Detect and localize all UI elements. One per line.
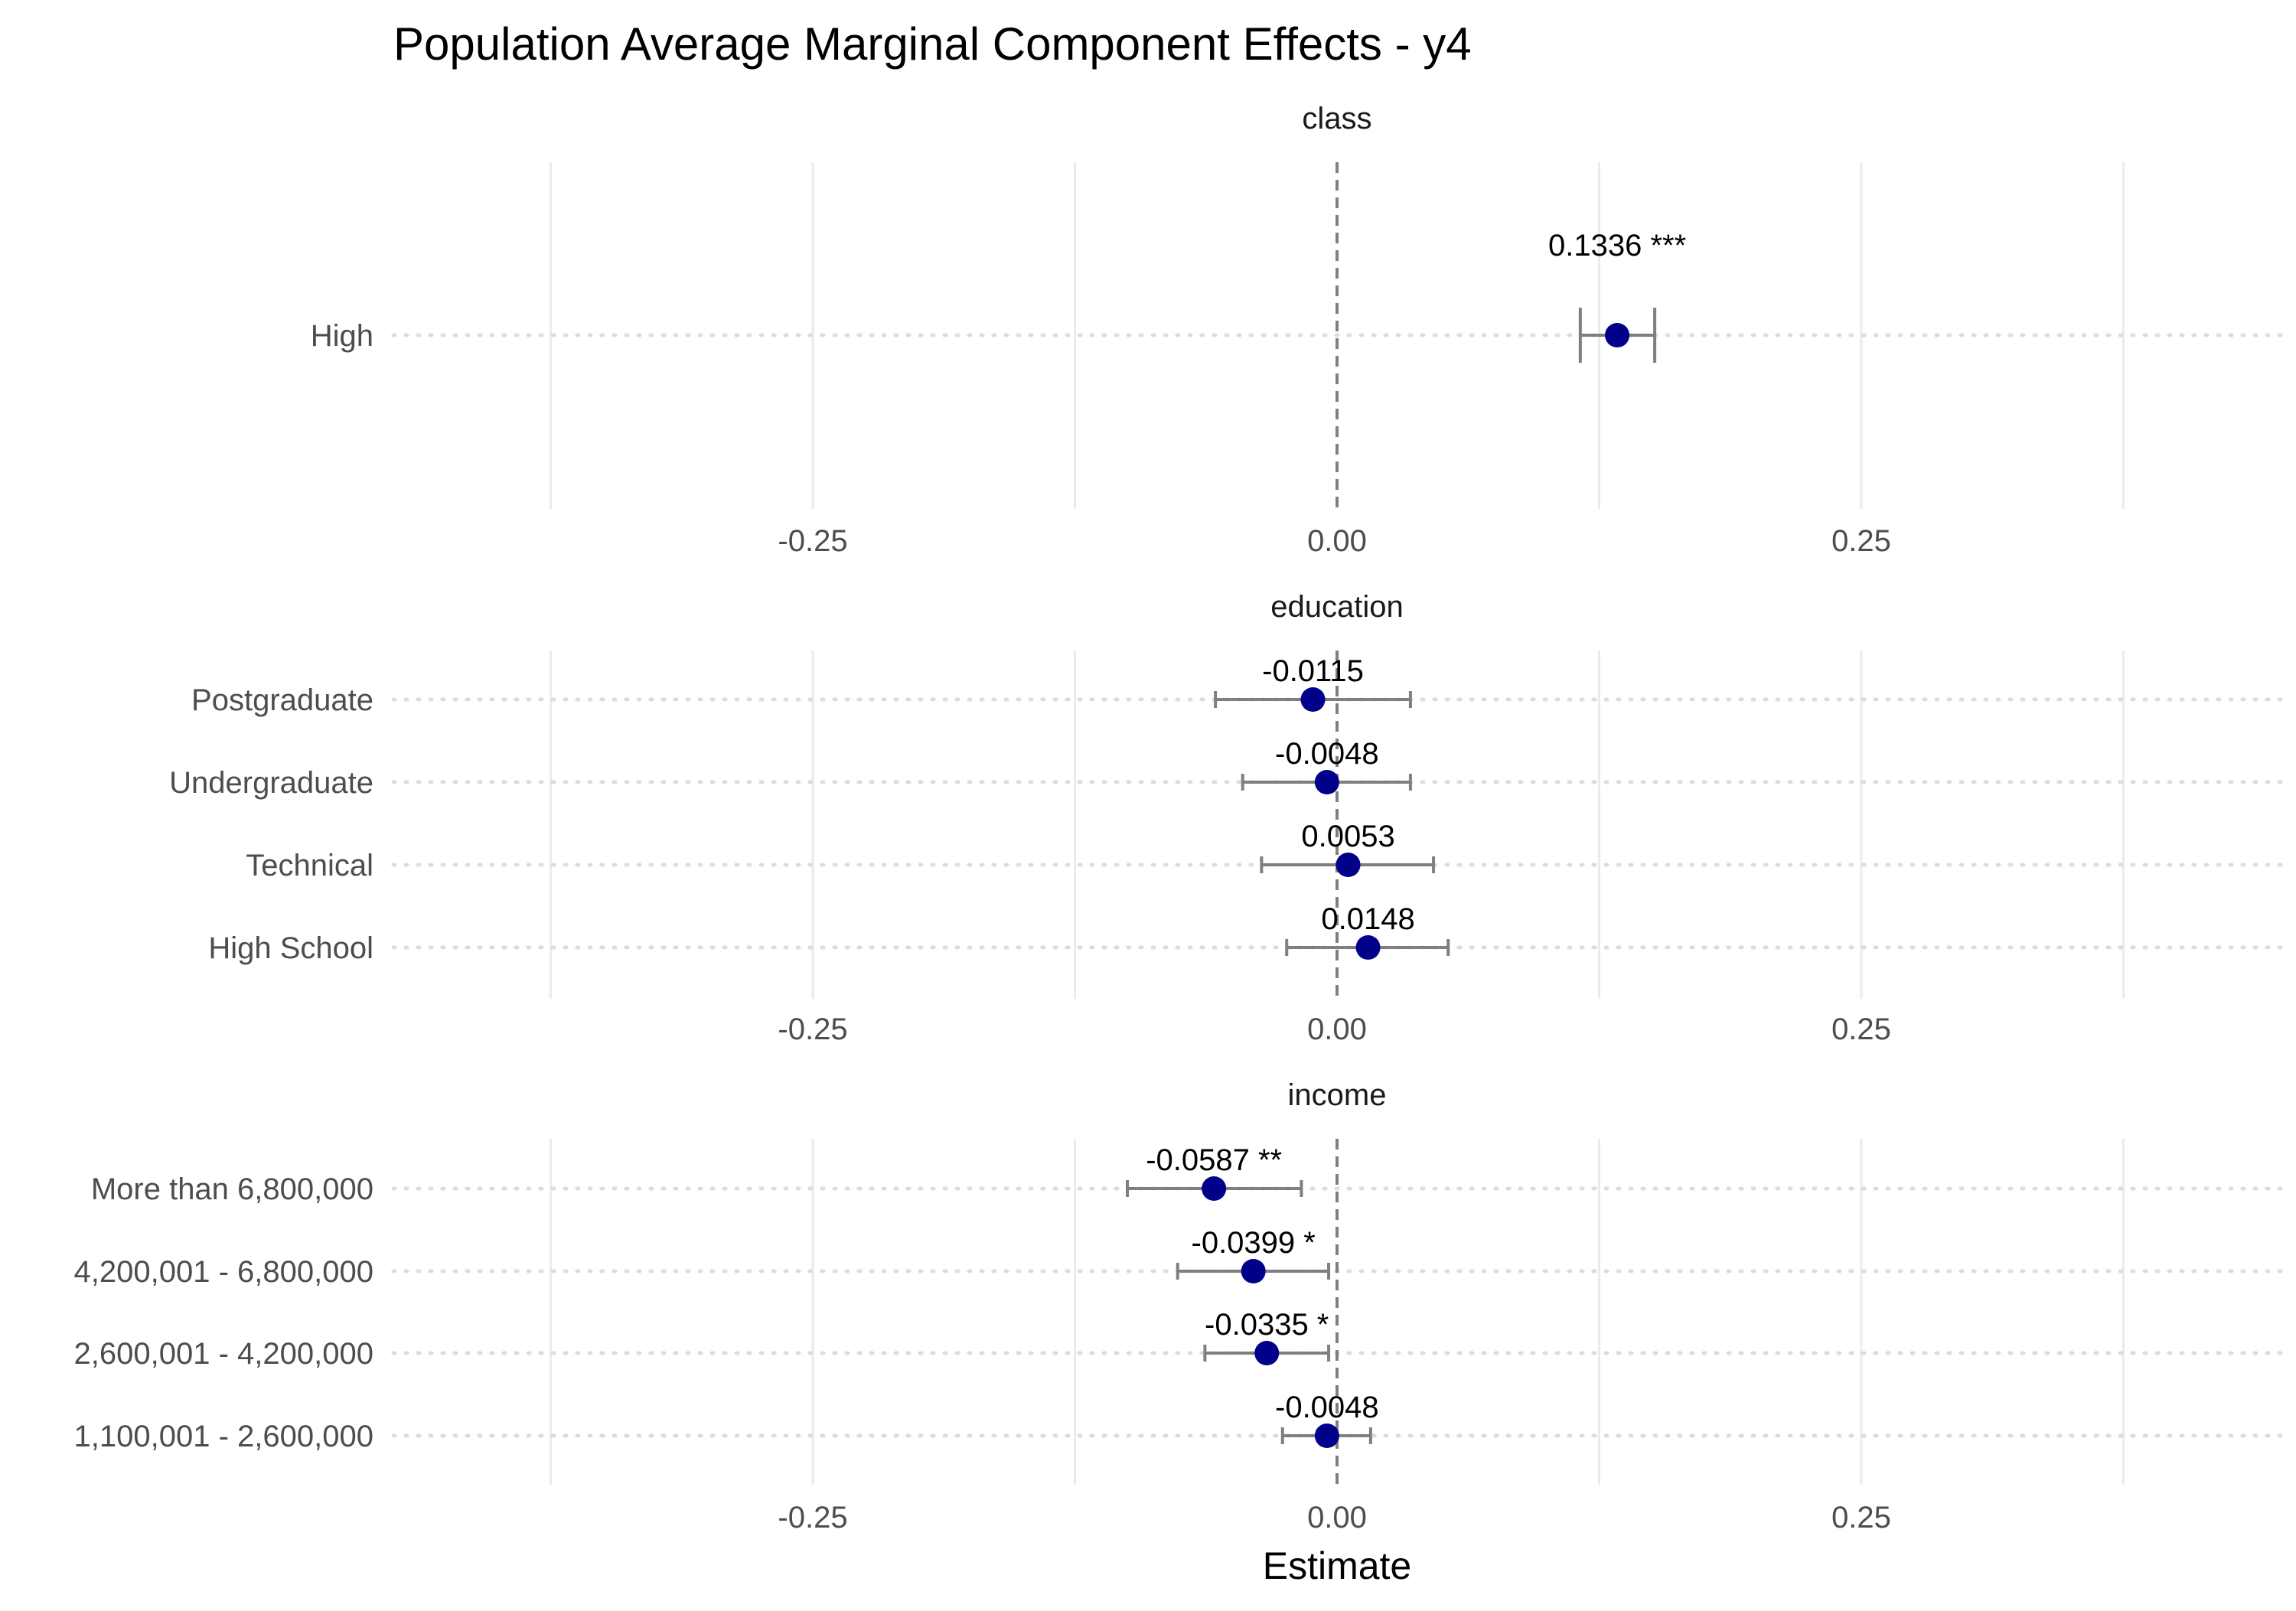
x-tick-label: 0.25 bbox=[1831, 1013, 1891, 1046]
x-tick-label: -0.25 bbox=[778, 1013, 847, 1046]
x-tick-label: 0.25 bbox=[1831, 524, 1891, 558]
estimate-label: -0.0048 bbox=[1275, 1391, 1379, 1424]
panel-education: education -0.25 0.00 0.25 Postgraduate -0.011… bbox=[169, 590, 2283, 1046]
x-tick-label: -0.25 bbox=[778, 1501, 847, 1534]
estimate-point bbox=[1241, 1259, 1266, 1283]
estimate-point bbox=[1202, 1176, 1227, 1201]
x-tick-label: 0.00 bbox=[1307, 524, 1367, 558]
x-tick-label: -0.25 bbox=[778, 524, 847, 558]
x-tick-label: 0.25 bbox=[1831, 1501, 1891, 1534]
category-label: Postgraduate bbox=[191, 683, 373, 717]
estimate-label: -0.0115 bbox=[1262, 654, 1364, 688]
panel-class: class -0.25 0.00 0.25 High 0.1336 *** bbox=[311, 102, 2283, 558]
estimate-label: -0.0048 bbox=[1275, 737, 1379, 771]
category-label: High School bbox=[208, 931, 373, 965]
estimate-label: 0.1336 *** bbox=[1548, 229, 1686, 263]
panel-strip-label: education bbox=[1270, 590, 1403, 624]
panel-strip-label: income bbox=[1288, 1078, 1387, 1112]
estimate-point bbox=[1336, 853, 1361, 877]
x-tick-label: 0.00 bbox=[1307, 1013, 1367, 1046]
estimate-point bbox=[1300, 687, 1326, 712]
estimate-point bbox=[1605, 323, 1630, 347]
category-label: 2,600,001 - 4,200,000 bbox=[74, 1337, 373, 1371]
category-label: More than 6,800,000 bbox=[91, 1172, 373, 1206]
chart-title: Population Average Marginal Component Ef… bbox=[393, 18, 1472, 70]
category-label: Undergraduate bbox=[169, 766, 373, 800]
estimate-point bbox=[1355, 935, 1381, 960]
estimate-label: -0.0399 * bbox=[1192, 1226, 1316, 1260]
category-label: Technical bbox=[246, 849, 373, 882]
panels-layer: class -0.25 0.00 0.25 High 0.1336 *** educatio… bbox=[74, 102, 2283, 1534]
estimate-point bbox=[1314, 1423, 1339, 1448]
category-label: 4,200,001 - 6,800,000 bbox=[74, 1255, 373, 1289]
category-label: High bbox=[311, 319, 373, 353]
estimate-label: 0.0148 bbox=[1321, 902, 1414, 936]
estimate-point bbox=[1314, 770, 1339, 794]
panel-income: income -0.25 0.00 0.25 More than 6,800,000 -0… bbox=[74, 1078, 2283, 1534]
x-axis-label: Estimate bbox=[1263, 1544, 1412, 1587]
x-tick-label: 0.00 bbox=[1307, 1501, 1367, 1534]
category-label: 1,100,001 - 2,600,000 bbox=[74, 1420, 373, 1453]
estimate-label: -0.0335 * bbox=[1205, 1308, 1329, 1342]
estimate-point bbox=[1254, 1341, 1280, 1365]
estimate-label: 0.0053 bbox=[1301, 820, 1394, 853]
estimate-label: -0.0587 ** bbox=[1146, 1143, 1282, 1177]
panel-strip-label: class bbox=[1302, 102, 1371, 135]
